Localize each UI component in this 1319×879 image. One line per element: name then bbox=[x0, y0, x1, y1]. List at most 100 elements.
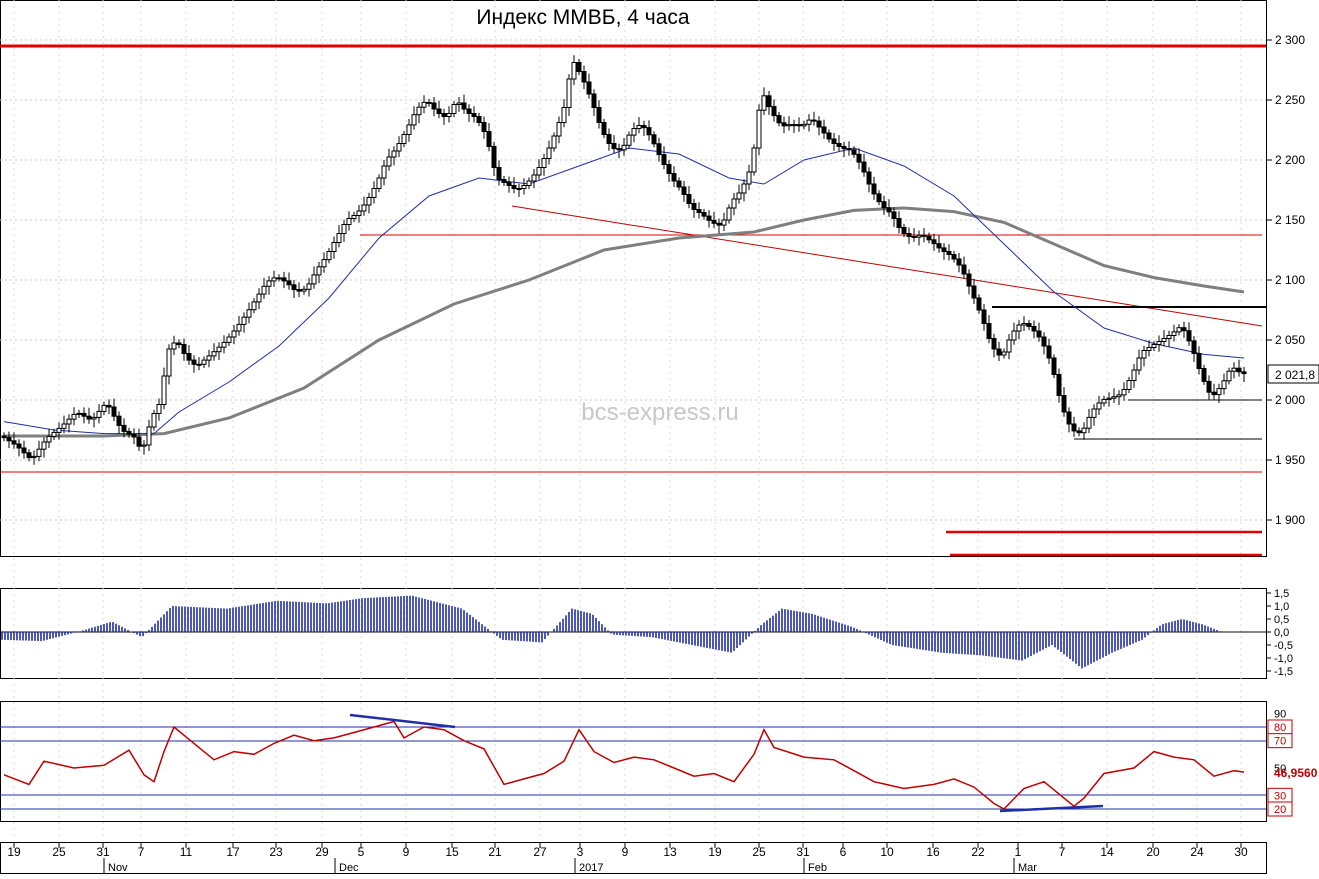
candle-body bbox=[826, 132, 832, 140]
candle-body bbox=[806, 119, 812, 125]
candle-body bbox=[741, 183, 747, 194]
osc-tick-label: 0,5 bbox=[1274, 614, 1289, 626]
candle-body bbox=[96, 410, 102, 418]
candle-body bbox=[1126, 380, 1132, 390]
candle-body bbox=[596, 107, 602, 123]
candle-body bbox=[1061, 395, 1067, 413]
candle-body bbox=[101, 404, 107, 412]
candle-body bbox=[526, 180, 532, 186]
date-tick-label: 31 bbox=[796, 845, 810, 859]
date-tick-label: 22 bbox=[971, 845, 985, 859]
date-tick-label: 1 bbox=[1015, 845, 1022, 859]
candle-body bbox=[156, 404, 162, 414]
candle-body bbox=[1211, 391, 1217, 396]
candle-body bbox=[856, 153, 862, 163]
candle-body bbox=[401, 134, 407, 144]
candle-body bbox=[506, 182, 512, 186]
candle-body bbox=[246, 309, 252, 318]
candle-body bbox=[151, 413, 157, 428]
candle-body bbox=[31, 455, 37, 459]
candle-body bbox=[841, 146, 847, 150]
candle-body bbox=[341, 224, 347, 234]
candle-body bbox=[141, 444, 147, 447]
rsi-current-label: 46,9560 bbox=[1274, 766, 1318, 780]
rsi-divergence-top bbox=[349, 713, 456, 729]
candle-body bbox=[66, 418, 72, 425]
candle-body bbox=[306, 283, 312, 290]
candle-body bbox=[276, 277, 282, 280]
candle-body bbox=[186, 353, 192, 361]
candle-body bbox=[51, 431, 57, 437]
candle-body bbox=[491, 146, 497, 168]
candle-body bbox=[221, 341, 227, 348]
price-tick-label: 1 900 bbox=[1275, 513, 1305, 527]
candle-body bbox=[671, 173, 677, 182]
candle-body bbox=[911, 236, 917, 238]
date-tick-label: 19 bbox=[708, 845, 722, 859]
candle-body bbox=[831, 138, 837, 144]
candle-body bbox=[576, 62, 582, 72]
date-tick-label: 9 bbox=[622, 845, 629, 859]
osc-tick-label: 1,5 bbox=[1274, 588, 1289, 600]
price-tick-label: 2 150 bbox=[1275, 213, 1305, 227]
date-axis: 19 25 31 7 11 17 23 29 5 9 15 21 27 3 9 13 19 25 31 6 10 16 22… bbox=[7, 842, 1248, 874]
date-tick-label: 5 bbox=[358, 845, 365, 859]
date-tick-label: 17 bbox=[226, 845, 240, 859]
candle-body bbox=[1236, 367, 1242, 373]
candle-body bbox=[216, 346, 222, 353]
candle-body bbox=[766, 95, 772, 108]
candle-body bbox=[536, 167, 542, 176]
candle-body bbox=[1076, 430, 1082, 434]
candle-body bbox=[1121, 389, 1127, 396]
candle-body bbox=[571, 62, 577, 80]
oscillator-axis: 1,51,00,50,0-0,5-1,0-1,5 bbox=[1266, 588, 1293, 678]
date-tick-label: 19 bbox=[7, 845, 21, 859]
candle-body bbox=[61, 423, 67, 429]
candle-body bbox=[371, 188, 377, 198]
candle-body bbox=[1036, 330, 1042, 338]
date-tick-label: 23 bbox=[269, 845, 283, 859]
candle-body bbox=[981, 309, 987, 324]
rsi-level-badge-label: 80 bbox=[1274, 722, 1286, 734]
candle-body bbox=[1131, 369, 1137, 381]
candle-body bbox=[6, 437, 12, 442]
candle-body bbox=[936, 243, 942, 249]
candle-body bbox=[91, 416, 97, 420]
candle-body bbox=[181, 344, 187, 354]
date-tick-label: 7 bbox=[1059, 845, 1066, 859]
candle-body bbox=[136, 436, 142, 447]
candle-body bbox=[701, 212, 707, 217]
candle-body bbox=[946, 251, 952, 255]
candle-body bbox=[256, 293, 262, 303]
candle-body bbox=[941, 247, 947, 252]
date-tick-label: 21 bbox=[488, 845, 502, 859]
candle-body bbox=[556, 122, 562, 137]
candle-body bbox=[1041, 336, 1047, 347]
candle-body bbox=[1081, 427, 1087, 434]
candle-body bbox=[676, 180, 682, 188]
candle-body bbox=[511, 185, 517, 189]
candle-body bbox=[1196, 353, 1202, 369]
candle-body bbox=[751, 147, 757, 173]
candle-body bbox=[301, 288, 307, 292]
candle-body bbox=[886, 207, 892, 213]
candle-body bbox=[961, 264, 967, 275]
candle-body bbox=[866, 171, 872, 185]
date-tick-label: 25 bbox=[752, 845, 766, 859]
candle-body bbox=[1101, 398, 1107, 404]
candle-body bbox=[411, 114, 417, 126]
candle-body bbox=[906, 233, 912, 237]
candle-body bbox=[786, 124, 792, 127]
candle-body bbox=[581, 71, 587, 83]
candle-body bbox=[1206, 380, 1212, 393]
candle-body bbox=[1171, 331, 1177, 336]
candle-body bbox=[11, 440, 17, 445]
moving-average-long bbox=[4, 206, 1245, 438]
candle-body bbox=[441, 113, 447, 117]
candle-body bbox=[621, 144, 627, 151]
price-axis: 2 300 2 250 2 200 2 150 2 100 2 050 2 000 1 950… bbox=[1266, 33, 1305, 527]
date-tick-label: 7 bbox=[138, 845, 145, 859]
candle-body bbox=[1021, 323, 1027, 326]
date-tick-label: 16 bbox=[926, 845, 940, 859]
